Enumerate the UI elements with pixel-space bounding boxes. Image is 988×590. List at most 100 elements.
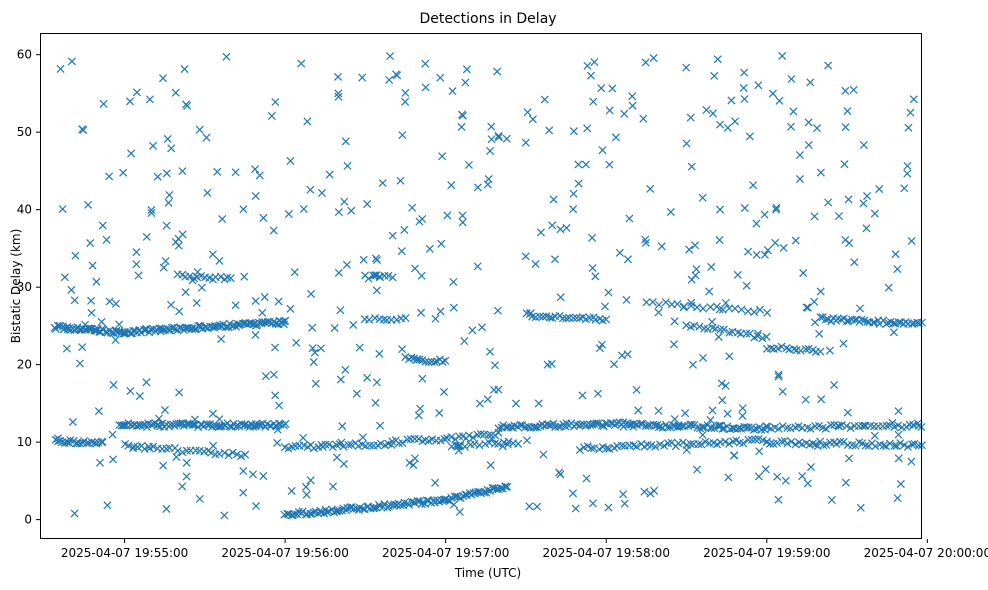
data-point-marker	[336, 375, 345, 384]
data-point-marker	[273, 438, 282, 447]
data-point-marker	[529, 423, 538, 432]
data-point-marker	[132, 88, 141, 97]
data-point-marker	[629, 441, 638, 450]
data-point-marker	[718, 396, 727, 405]
data-point-marker	[803, 303, 812, 312]
data-point-marker	[604, 503, 613, 512]
data-point-marker	[271, 391, 280, 400]
data-point-marker	[615, 248, 624, 257]
data-point-marker	[700, 324, 709, 333]
data-point-marker	[583, 61, 592, 70]
data-point-marker	[835, 422, 844, 431]
data-point-marker	[494, 385, 503, 394]
data-point-marker	[896, 479, 905, 489]
data-point-marker	[182, 472, 191, 481]
data-point-marker	[494, 133, 503, 142]
data-point-marker	[786, 122, 795, 131]
data-point-marker	[218, 214, 227, 224]
data-point-marker	[556, 293, 565, 302]
data-point-marker	[454, 441, 463, 450]
data-point-marker	[727, 96, 736, 105]
data-point-marker	[405, 458, 414, 467]
data-point-marker	[138, 421, 147, 430]
data-point-marker	[301, 482, 310, 491]
data-point-marker	[688, 420, 697, 429]
data-point-marker	[456, 441, 465, 450]
data-point-marker	[224, 451, 233, 460]
y-tick-label: 10	[17, 435, 32, 449]
data-point-marker	[325, 170, 334, 179]
data-point-marker	[870, 318, 879, 327]
data-point-marker	[904, 123, 913, 132]
data-point-marker	[107, 328, 116, 337]
data-point-marker	[70, 296, 79, 305]
data-point-marker	[896, 439, 905, 448]
data-point-marker	[486, 461, 495, 470]
data-point-marker	[710, 424, 719, 433]
data-point-marker	[855, 304, 865, 313]
data-point-marker	[299, 204, 308, 214]
data-point-marker	[821, 315, 830, 324]
data-point-marker	[498, 442, 507, 451]
data-point-marker	[342, 506, 351, 515]
data-point-marker	[706, 303, 715, 312]
data-point-marker	[281, 419, 290, 428]
data-point-marker	[483, 485, 492, 494]
data-point-marker	[436, 307, 445, 316]
data-point-marker	[882, 421, 891, 430]
data-point-marker	[349, 504, 359, 513]
data-point-marker	[822, 440, 831, 449]
data-point-marker	[569, 313, 578, 323]
data-point-marker	[203, 188, 212, 197]
data-point-marker	[185, 272, 194, 281]
data-point-marker	[284, 210, 293, 219]
data-point-marker	[592, 419, 601, 428]
data-point-marker	[158, 74, 168, 83]
data-point-marker	[279, 320, 288, 329]
data-point-marker	[502, 134, 511, 143]
data-point-marker	[231, 168, 240, 177]
data-point-marker	[223, 273, 232, 282]
data-point-marker	[739, 439, 748, 448]
data-point-marker	[605, 106, 614, 115]
data-point-marker	[440, 435, 449, 444]
data-point-marker	[62, 344, 71, 353]
data-point-marker	[330, 324, 339, 333]
data-point-marker	[270, 343, 280, 352]
data-point-marker	[907, 236, 916, 246]
data-point-marker	[460, 337, 469, 346]
data-point-marker	[654, 423, 663, 432]
data-point-marker	[884, 283, 893, 292]
data-point-marker	[713, 55, 722, 64]
y-tick-label: 40	[17, 203, 32, 217]
data-point-marker	[649, 54, 658, 63]
data-point-marker	[698, 430, 707, 439]
data-point-marker	[364, 274, 373, 283]
data-point-marker	[556, 225, 565, 234]
data-point-marker	[539, 450, 548, 459]
data-point-marker	[863, 192, 872, 201]
data-point-marker	[744, 247, 753, 256]
data-point-marker	[503, 482, 512, 491]
x-axis-label: Time (UTC)	[454, 566, 521, 580]
data-point-marker	[255, 171, 264, 180]
data-point-marker	[714, 332, 723, 341]
data-point-marker	[195, 125, 204, 134]
data-point-marker	[682, 139, 691, 148]
data-point-marker	[220, 511, 229, 520]
data-point-marker	[723, 409, 732, 418]
data-point-marker	[239, 467, 248, 476]
data-point-marker	[654, 300, 663, 309]
data-point-marker	[885, 439, 894, 448]
data-point-marker	[798, 472, 807, 481]
data-point-marker	[535, 312, 544, 321]
y-tick-label: 50	[17, 125, 32, 139]
data-point-marker	[860, 421, 869, 430]
data-point-marker	[306, 185, 315, 194]
data-point-marker	[894, 421, 903, 430]
data-point-marker	[740, 68, 749, 77]
data-point-marker	[738, 404, 747, 413]
data-point-marker	[568, 489, 578, 498]
data-point-marker	[841, 123, 850, 132]
data-point-marker	[147, 206, 156, 215]
